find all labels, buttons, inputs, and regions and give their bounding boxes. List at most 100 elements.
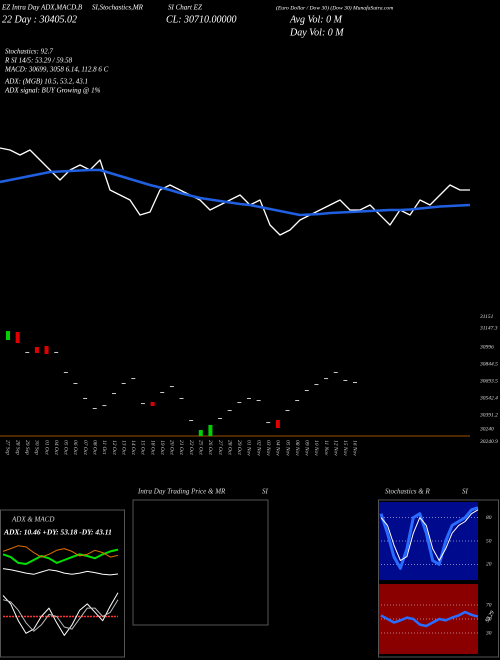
day-vol: Day Vol: 0 M bbox=[289, 27, 344, 38]
x-tick-label: 16 Nov bbox=[352, 440, 358, 456]
x-tick-label: 12 Nov bbox=[332, 440, 338, 456]
candle bbox=[73, 383, 78, 385]
x-tick-label: 04 Nov bbox=[275, 440, 282, 456]
series-line bbox=[380, 509, 479, 561]
panel-bg bbox=[379, 584, 478, 654]
y-tick-label: 20 bbox=[486, 562, 492, 568]
x-tick-label: 13 Oct bbox=[120, 440, 126, 455]
header-text: (Euro Dollar / Dow 30) (Dow 30) MunafaSu… bbox=[276, 4, 393, 11]
candle bbox=[63, 371, 68, 373]
series-line bbox=[379, 506, 479, 570]
x-tick-label: 15 Oct bbox=[140, 440, 146, 455]
stat-line: MACD: 30699, 3058 6.14, 112.8 6 C bbox=[4, 66, 109, 74]
header-text: SI Chart EZ bbox=[168, 4, 202, 12]
x-tick-label: 02 Nov bbox=[255, 440, 261, 456]
candle bbox=[83, 397, 88, 399]
candle bbox=[285, 410, 290, 412]
stat-line: Stochastics: 92.7 bbox=[5, 48, 53, 56]
y-tick-label: 30391.2 bbox=[479, 412, 498, 418]
panel-title: SI bbox=[262, 488, 269, 496]
x-tick-label: 27 Sep bbox=[5, 440, 11, 455]
y-tick-label: 30996 bbox=[479, 344, 494, 350]
candle bbox=[189, 420, 194, 422]
panel-title: ADX & MACD bbox=[11, 516, 54, 524]
x-tick-label: 30 Sep bbox=[34, 439, 40, 455]
x-tick-label: 28 Sep bbox=[14, 440, 20, 455]
x-tick-label: 04 Oct bbox=[53, 440, 60, 455]
x-tick-label: 01 Oct bbox=[43, 440, 49, 455]
candle bbox=[227, 410, 232, 412]
candle bbox=[295, 400, 300, 401]
x-tick-label: 21 Oct bbox=[178, 440, 184, 455]
y-tick-label: 30693.5 bbox=[479, 378, 498, 384]
series-line bbox=[2, 548, 119, 565]
x-tick-label: 11 Oct bbox=[101, 440, 107, 455]
x-tick-label: 05 Nov bbox=[284, 440, 290, 456]
candle bbox=[169, 386, 174, 388]
avg-vol: Avg Vol: 0 M bbox=[289, 14, 343, 25]
x-tick-label: 25 Oct bbox=[198, 440, 204, 455]
candle bbox=[343, 379, 348, 381]
y-tick-label: 30 bbox=[485, 630, 492, 636]
header-text: EZ Intra Day ADX,MACD,B bbox=[1, 4, 83, 12]
x-tick-label: 18 Oct bbox=[149, 440, 155, 455]
intraday-frame bbox=[132, 499, 269, 626]
x-tick-label: 14 Oct bbox=[130, 440, 137, 455]
candle bbox=[121, 383, 126, 385]
x-tick-label: 29 Sep bbox=[24, 440, 30, 455]
x-tick-label: 01 Nov bbox=[246, 440, 252, 456]
series-line bbox=[2, 599, 119, 632]
stat-line: ADX: (MGB) 10.5, 53.2, 43.1 bbox=[4, 78, 88, 86]
x-tick-label: 28 Oct bbox=[226, 440, 232, 455]
adx-frame bbox=[0, 509, 125, 658]
y-tick-label: 70 bbox=[486, 602, 492, 608]
x-tick-label: 15 Nov bbox=[342, 440, 348, 456]
y-tick-label: 50 bbox=[486, 616, 492, 622]
x-tick-label: 19 Oct bbox=[159, 440, 165, 455]
candle bbox=[54, 351, 59, 353]
candle bbox=[266, 422, 271, 424]
header-text: SI,Stochastics,MR bbox=[92, 4, 144, 12]
candle bbox=[218, 418, 223, 419]
x-tick-label: 05 Oct bbox=[63, 440, 69, 455]
candle bbox=[131, 378, 136, 380]
candle bbox=[150, 402, 155, 406]
candle bbox=[6, 331, 10, 341]
x-tick-label: 11 Nov bbox=[323, 440, 329, 456]
y-tick-label: 80 bbox=[486, 515, 492, 521]
stat-line: ADX signal: BUY Growing @ 1% bbox=[4, 87, 101, 95]
candle bbox=[102, 405, 107, 407]
candle bbox=[34, 347, 39, 353]
x-tick-label: 08 Nov bbox=[294, 440, 300, 456]
end-label: 53.29 bbox=[485, 610, 497, 624]
candle bbox=[92, 407, 97, 409]
candle bbox=[25, 351, 30, 353]
series-line bbox=[0, 147, 470, 236]
series-line bbox=[2, 592, 119, 636]
y-tick-label: 50 bbox=[486, 538, 492, 544]
x-tick-label: 08 Oct bbox=[91, 440, 97, 455]
x-tick-label: 26 Oct bbox=[207, 440, 213, 455]
candle bbox=[256, 400, 261, 401]
series-line bbox=[380, 610, 479, 628]
series-line bbox=[2, 568, 119, 576]
adx-readout: ADX: 10.46 +DY: 53.18 -DY: 43.11 bbox=[3, 528, 112, 537]
y-tick-label: 30240 bbox=[479, 425, 494, 432]
x-tick-label: 10 Nov bbox=[313, 440, 319, 456]
candle bbox=[44, 346, 49, 354]
candle bbox=[314, 384, 319, 386]
candle bbox=[353, 382, 357, 383]
panel-title: SI bbox=[462, 488, 469, 496]
series-line bbox=[2, 545, 119, 558]
close-price: CL: 30710.00000 bbox=[166, 14, 237, 25]
x-tick-label: 07 Oct bbox=[82, 440, 88, 455]
candle bbox=[275, 420, 280, 429]
candle bbox=[198, 430, 203, 436]
x-tick-label: 06 Oct bbox=[72, 440, 78, 455]
panel-title: Stochastics & R bbox=[385, 488, 430, 496]
panel-title: Intra Day Trading Price & MR bbox=[137, 488, 226, 496]
candle bbox=[15, 332, 20, 344]
stat-line: R SI 14/5: 53.29 / 59.58 bbox=[4, 57, 73, 65]
y-tick-label: 30240.9 bbox=[479, 438, 498, 445]
